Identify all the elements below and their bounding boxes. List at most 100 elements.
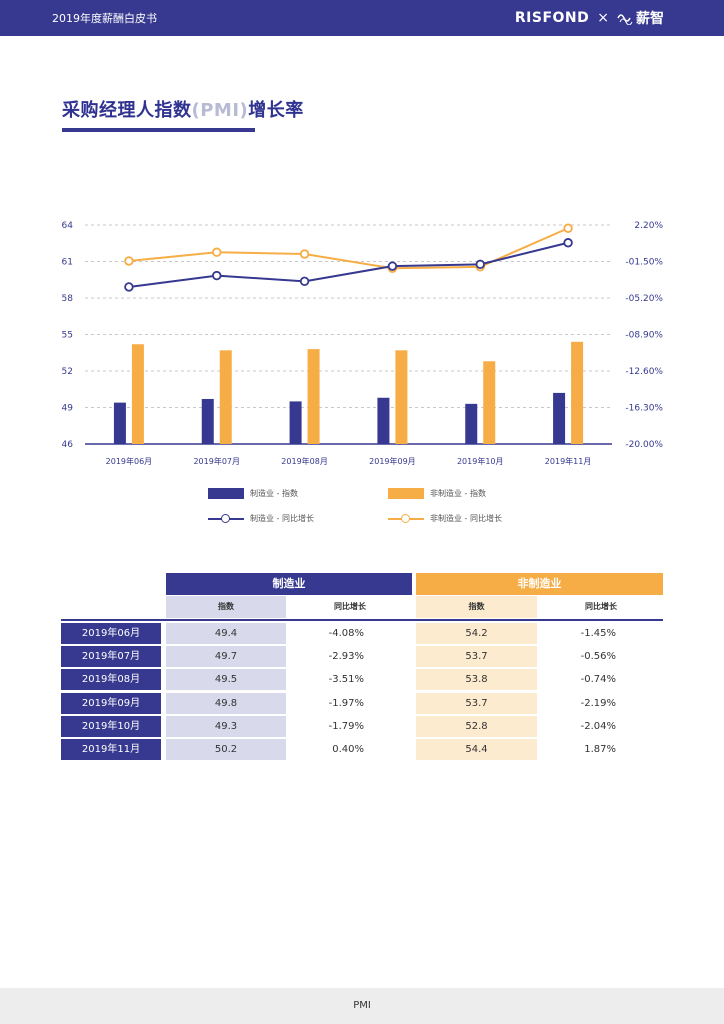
- table-group-nonmfg: 非制造业: [416, 573, 663, 595]
- right-axis-tick: -08.90%: [625, 331, 663, 341]
- point-mfg-growth: [563, 238, 573, 248]
- point-nonmfg-growth: [299, 249, 310, 259]
- risfond-logo: RISFOND: [514, 10, 590, 26]
- table-cell-mfg-index: 49.4: [166, 623, 286, 644]
- table-cell-mfg-growth: -2.93%: [328, 651, 364, 662]
- legend-label-nonmfg-index: 非制造业 - 指数: [430, 489, 486, 498]
- left-axis-tick: 49: [62, 404, 74, 414]
- left-axis-tick: 46: [62, 440, 74, 450]
- point-nonmfg-growth: [124, 256, 134, 266]
- left-axis-tick: 55: [62, 331, 73, 341]
- table-cell-nonmfg-growth: -2.19%: [580, 698, 616, 709]
- x-axis-tick: 2019年06月: [106, 456, 153, 466]
- bar-nonmfg-index: [571, 341, 584, 444]
- brand-logos: RISFOND × 薪智: [515, 8, 664, 28]
- table-cell-nonmfg-growth: -0.74%: [580, 674, 616, 685]
- bar-mfg-index: [377, 397, 390, 444]
- point-mfg-growth: [212, 270, 222, 281]
- point-mfg-growth: [387, 261, 398, 271]
- legend-swatch-nonmfg-growth: [388, 513, 424, 524]
- table-row-month: 2019年10月: [61, 716, 161, 737]
- table-cell-nonmfg-index: 53.8: [416, 669, 537, 690]
- table-cell-mfg-index: 50.2: [166, 739, 286, 760]
- table-header-mfg-index: 指数: [166, 596, 286, 618]
- bar-nonmfg-index: [131, 344, 144, 444]
- left-axis-tick: 52: [62, 367, 73, 377]
- legend-label-mfg-index: 制造业 - 指数: [250, 489, 298, 498]
- bar-mfg-index: [201, 398, 214, 444]
- table-row-month: 2019年06月: [61, 623, 161, 644]
- legend-label-nonmfg-growth: 非制造业 - 同比增长: [430, 514, 502, 523]
- point-mfg-growth: [299, 276, 310, 287]
- bar-nonmfg-index: [219, 350, 232, 444]
- left-axis-tick: 64: [62, 221, 74, 231]
- table-cell-nonmfg-growth: -0.56%: [580, 651, 616, 662]
- title-underline: [62, 128, 255, 132]
- pmi-chart: 64 2.20% 61 -01.50% 58 -05.20% 55 -08.90% 52 -12.…: [62, 221, 664, 466]
- bar-nonmfg-index: [307, 349, 320, 444]
- legend-swatch-mfg-index: [208, 488, 244, 499]
- legend-mfg-index: 制造业 - 指数: [208, 488, 298, 499]
- x-axis-tick: 2019年07月: [193, 456, 240, 466]
- legend-label-mfg-growth: 制造业 - 同比增长: [250, 514, 314, 523]
- table-row-month: 2019年08月: [61, 669, 161, 690]
- point-mfg-growth: [124, 282, 134, 292]
- page-title: 采购经理人指数(PMI)增长率: [62, 96, 304, 122]
- table-row-month: 2019年11月: [61, 739, 161, 760]
- table-cell-mfg-index: 49.3: [166, 716, 286, 737]
- footer-label: PMI: [353, 1000, 371, 1011]
- xinzhi-logo-text: 薪智: [636, 11, 664, 27]
- point-nonmfg-growth: [212, 247, 222, 257]
- left-axis-tick: 61: [62, 258, 73, 268]
- page-title-tail: 增长率: [248, 100, 304, 121]
- table-cell-nonmfg-index: 53.7: [416, 693, 537, 714]
- page-title-pmi: (PMI): [191, 100, 249, 121]
- table-cell-nonmfg-index: 52.8: [416, 716, 537, 737]
- page-title-main: 采购经理人指数: [62, 100, 192, 121]
- document-title: 2019年度薪酬白皮书: [52, 12, 157, 25]
- table-cell-nonmfg-index: 53.7: [416, 646, 537, 667]
- table-cell-nonmfg-index: 54.2: [416, 623, 537, 644]
- table-header-nonmfg-index: 指数: [416, 596, 537, 618]
- table-cell-nonmfg-index: 54.4: [416, 739, 537, 760]
- table-cell-mfg-index: 49.7: [166, 646, 286, 667]
- table-header-nonmfg-growth: 同比增长: [585, 602, 617, 611]
- right-axis-tick: -05.20%: [625, 294, 663, 304]
- legend-swatch-mfg-growth: [208, 513, 244, 524]
- table-cell-mfg-growth: -1.97%: [328, 698, 364, 709]
- table-header-mfg-growth: 同比增长: [334, 602, 366, 611]
- table-cell-mfg-growth: -1.79%: [328, 721, 364, 732]
- x-axis-tick: 2019年10月: [457, 456, 504, 466]
- table-cell-mfg-growth: -4.08%: [328, 628, 364, 639]
- bar-mfg-index: [113, 402, 126, 444]
- table-group-mfg: 制造业: [166, 573, 412, 595]
- table-header-divider: [61, 619, 663, 621]
- right-axis-tick: 2.20%: [634, 221, 663, 231]
- x-axis-tick: 2019年08月: [281, 456, 328, 466]
- bar-nonmfg-index: [395, 350, 408, 444]
- right-axis-tick: -20.00%: [625, 440, 663, 450]
- table-cell-nonmfg-growth: 1.87%: [584, 744, 616, 755]
- table-cell-mfg-growth: -3.51%: [328, 674, 364, 685]
- right-axis-tick: -01.50%: [625, 258, 663, 268]
- page-header: 2019年度薪酬白皮书 RISFOND × 薪智: [0, 0, 724, 36]
- left-axis-tick: 58: [62, 294, 74, 304]
- page-footer: PMI: [0, 988, 724, 1024]
- table-cell-mfg-index: 49.5: [166, 669, 286, 690]
- table-cell-mfg-index: 49.8: [166, 693, 286, 714]
- x-axis-tick: 2019年11月: [545, 456, 592, 466]
- table-cell-nonmfg-growth: -2.04%: [580, 721, 616, 732]
- xinzhi-logo-icon: [617, 14, 633, 25]
- line-nonmfg-growth: [128, 227, 569, 270]
- xinzhi-logo: 薪智: [617, 8, 664, 28]
- bar-mfg-index: [289, 401, 302, 444]
- legend-nonmfg-index: 非制造业 - 指数: [388, 488, 486, 499]
- bar-nonmfg-index: [483, 361, 496, 444]
- x-axis-tick: 2019年09月: [369, 456, 416, 466]
- bar-mfg-index: [553, 392, 566, 444]
- legend-nonmfg-growth: 非制造业 - 同比增长: [388, 513, 502, 524]
- legend-swatch-nonmfg-index: [388, 488, 424, 499]
- table-row-month: 2019年07月: [61, 646, 161, 667]
- point-mfg-growth: [475, 259, 485, 270]
- table-cell-mfg-growth: 0.40%: [332, 744, 364, 755]
